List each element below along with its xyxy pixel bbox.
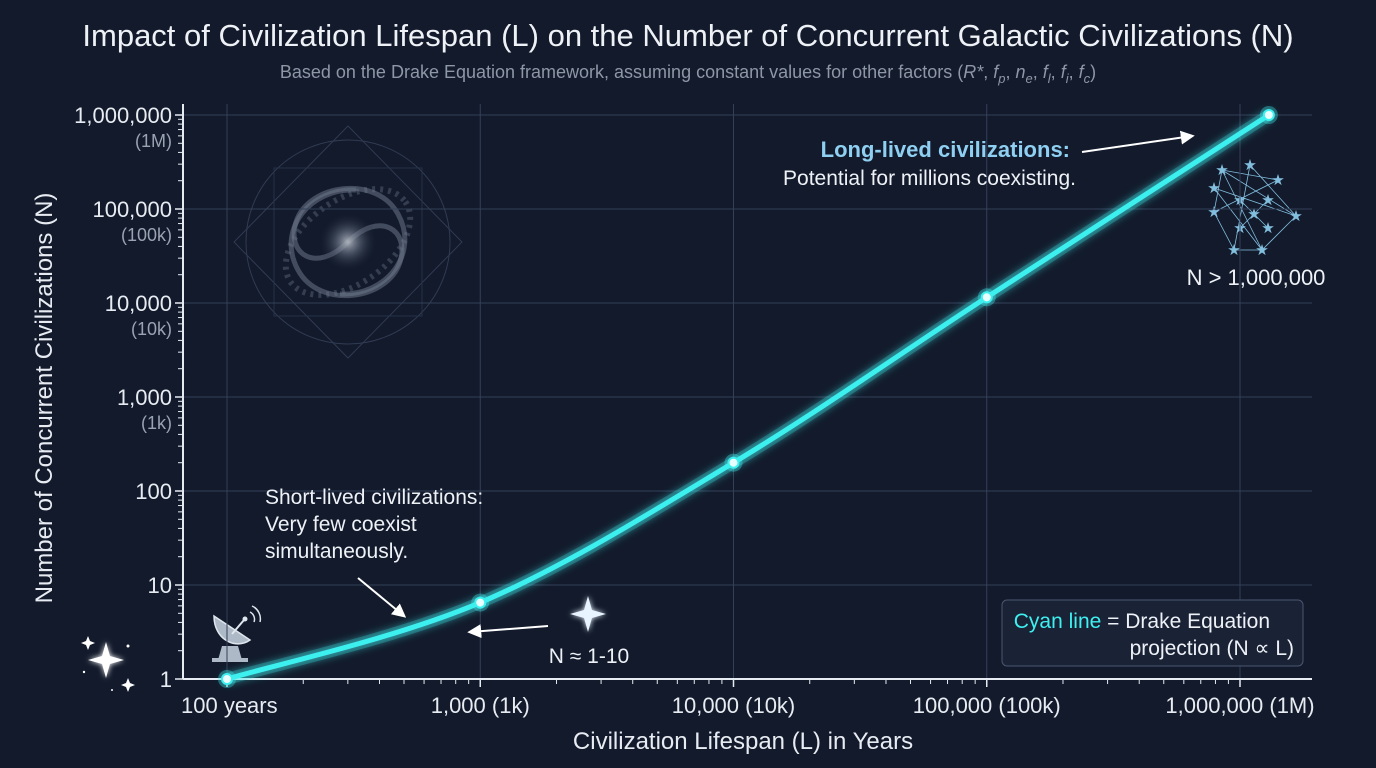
svg-text:★: ★ [1263, 193, 1274, 207]
svg-text:★: ★ [1217, 163, 1228, 177]
annotation-short-line1: Short-lived civilizations: [265, 486, 483, 509]
y-tick-sublabel: (100k) [121, 225, 172, 245]
svg-text:★: ★ [1273, 173, 1284, 187]
data-point [1262, 109, 1275, 121]
annotation-short-arrow [357, 577, 407, 618]
annotation-short-line3: simultaneously. [265, 540, 408, 563]
y-tick-label: 10,000 [105, 291, 172, 316]
svg-text:★: ★ [1245, 158, 1256, 172]
x-tick-label: 10,000 (10k) [672, 693, 796, 718]
y-tick-label: 1 [160, 667, 172, 692]
star-icon [570, 596, 606, 632]
chart-subtitle: Based on the Drake Equation framework, a… [280, 62, 1096, 86]
series-layer [218, 106, 1278, 688]
y-tick-label: 1,000,000 [74, 103, 172, 128]
chart-title: Impact of Civilization Lifespan (L) on t… [82, 18, 1293, 53]
y-axis-label: Number of Concurrent Civilizations (N) [31, 193, 58, 604]
annotation-n-small-arrow [467, 624, 549, 639]
x-axis-label: Civilization Lifespan (L) in Years [573, 728, 913, 755]
x-tick-label: 1,000 (1k) [431, 693, 530, 718]
annotation-long-arrow [1081, 130, 1195, 153]
annotation-short-line2: Very few coexist [265, 513, 417, 536]
x-tick-label: 100,000 (100k) [913, 693, 1061, 718]
annotation-long-body: Potential for millions coexisting. [783, 167, 1076, 190]
y-tick-label: 1,000 [117, 385, 172, 410]
svg-text:★: ★ [1209, 205, 1220, 219]
network-icon: ★ ★ ★ ★ ★ ★ ★ ★ ★ ★ ★ ★ ★ [1208, 158, 1302, 258]
y-tick-sublabel: (10k) [131, 319, 172, 339]
axes [178, 104, 1312, 684]
y-tick-sublabel: (1k) [141, 413, 172, 433]
data-point [727, 456, 740, 469]
data-point [980, 291, 993, 304]
svg-text:★: ★ [1257, 243, 1268, 257]
legend-key: Cyan line [1014, 610, 1102, 633]
legend-line2: projection (N ∝ L) [1130, 637, 1294, 660]
y-tick-sublabel: (1M) [135, 131, 172, 151]
sparkle-icon [81, 636, 135, 692]
legend-line1: Cyan line = Drake Equation [1014, 610, 1270, 633]
legend-rest: = Drake Equation [1101, 610, 1270, 633]
data-point [221, 673, 233, 685]
x-ticks: 100 years 1,000 (1k) 10,000 (10k) 100,000 (… [181, 679, 1315, 718]
legend: Cyan line = Drake Equation projection (N… [1001, 599, 1304, 667]
y-tick-label: 100,000 [92, 197, 172, 222]
svg-text:★: ★ [1229, 243, 1240, 257]
annotation-n-small: N ≈ 1-10 [549, 645, 629, 668]
annotation-n-large: N > 1,000,000 [1187, 265, 1326, 290]
svg-text:★: ★ [1263, 221, 1274, 235]
galaxy-icon [233, 125, 463, 359]
y-ticks: 1 10 100 1,000 (1k) 10,000 (10k) 100,000 (100k) 1… [74, 103, 183, 692]
satellite-dish-icon [212, 605, 262, 662]
annotation-long-title: Long-lived civilizations: [821, 137, 1070, 162]
svg-text:★: ★ [1209, 181, 1220, 195]
y-tick-label: 10 [148, 573, 172, 598]
y-tick-label: 100 [135, 479, 172, 504]
svg-text:★: ★ [1249, 207, 1260, 221]
data-point [474, 596, 487, 609]
x-tick-label: 1,000,000 (1M) [1165, 693, 1314, 718]
svg-text:★: ★ [1291, 209, 1302, 223]
legend-box [1001, 599, 1304, 667]
x-tick-label: 100 years [181, 693, 278, 718]
